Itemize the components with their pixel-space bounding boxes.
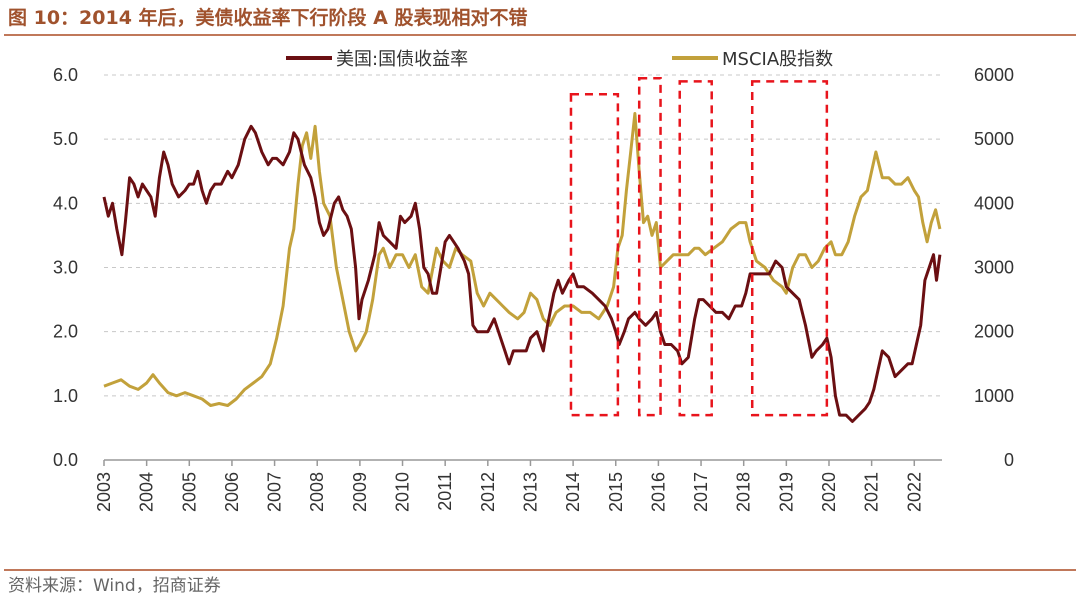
- x-axis-ticks: 2003 2004 2005 2006 2007 2008 2009 2010 2011 2012…: [94, 460, 924, 512]
- x-tick-label: 2004: [137, 472, 157, 512]
- highlight-boxes: [569, 76, 829, 417]
- chart-grid: [104, 74, 942, 397]
- right-tick-label: 5000: [974, 129, 1014, 149]
- right-tick-label: 3000: [974, 258, 1014, 278]
- x-tick-label: 2011: [435, 472, 455, 511]
- left-tick-label: 3.0: [53, 258, 78, 278]
- left-tick-label: 1.0: [53, 386, 78, 406]
- x-tick-label: 2016: [648, 472, 668, 512]
- left-tick-label: 6.0: [53, 65, 78, 85]
- source-note: 资料来源：Wind，招商证券: [8, 576, 221, 596]
- highlight-box: [678, 80, 713, 417]
- top-divider: [4, 34, 1076, 36]
- right-axis-ticks: 0 1000 2000 3000 4000 5000 6000: [974, 65, 1014, 470]
- x-tick-label: 2017: [691, 472, 711, 512]
- left-tick-label: 5.0: [53, 129, 78, 149]
- right-tick-label: 1000: [974, 386, 1014, 406]
- right-tick-label: 2000: [974, 322, 1014, 342]
- x-tick-label: 2013: [520, 472, 540, 512]
- chart-legend: 美国:国债收益率 MSCIA股指数: [286, 49, 833, 70]
- x-tick-label: 2009: [350, 472, 370, 512]
- x-tick-label: 2018: [734, 472, 754, 512]
- highlight-box: [637, 76, 662, 417]
- right-tick-label: 6000: [974, 65, 1014, 85]
- x-tick-label: 2005: [179, 472, 199, 512]
- series-line-msci: [103, 112, 942, 407]
- x-tick-label: 2014: [563, 472, 583, 512]
- x-tick-label: 2020: [819, 472, 839, 512]
- bottom-divider: [4, 569, 1076, 571]
- x-tick-label: 2021: [862, 472, 882, 512]
- x-tick-label: 2003: [94, 472, 114, 512]
- x-tick-label: 2015: [606, 472, 626, 512]
- legend-label-msci: MSCIA股指数: [722, 49, 833, 70]
- chart-series: [102, 112, 942, 423]
- line-chart: 0.0 1.0 2.0 3.0 4.0 5.0 6.0 0 1000 2000 3000 4000 5…: [53, 49, 1014, 512]
- highlight-box: [750, 80, 829, 417]
- left-tick-label: 0.0: [53, 450, 78, 470]
- x-tick-label: 2022: [904, 472, 924, 512]
- series-line-us-yield: [102, 124, 942, 423]
- right-tick-label: 4000: [974, 193, 1014, 213]
- left-axis-ticks: 0.0 1.0 2.0 3.0 4.0 5.0 6.0: [53, 65, 78, 470]
- highlight-box: [569, 93, 620, 417]
- page-title: 图 10：2014 年后，美债收益率下行阶段 A 股表现相对不错: [8, 7, 528, 29]
- x-tick-label: 2010: [393, 472, 413, 512]
- x-tick-label: 2019: [776, 472, 796, 512]
- x-tick-label: 2008: [307, 472, 327, 512]
- x-tick-label: 2006: [222, 472, 242, 512]
- left-tick-label: 2.0: [53, 322, 78, 342]
- x-tick-label: 2012: [478, 472, 498, 512]
- legend-label-us-yield: 美国:国债收益率: [336, 49, 468, 70]
- left-tick-label: 4.0: [53, 193, 78, 213]
- x-tick-label: 2007: [265, 472, 285, 512]
- right-tick-label: 0: [1004, 450, 1014, 470]
